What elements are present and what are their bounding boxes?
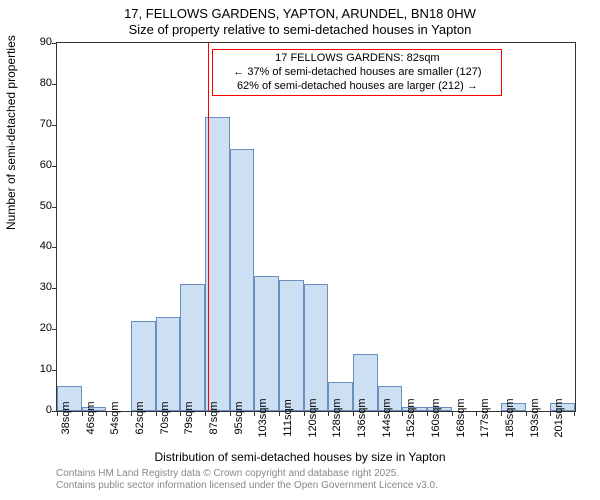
y-tick: [52, 43, 57, 44]
x-tick: [106, 411, 107, 416]
y-tick-label: 50: [22, 200, 52, 212]
x-tick-label: 136sqm: [356, 398, 368, 437]
x-tick-label: 95sqm: [233, 401, 245, 434]
y-tick-label: 60: [22, 159, 52, 171]
y-tick: [52, 288, 57, 289]
footer-line-2: Contains public sector information licen…: [56, 480, 438, 492]
x-tick: [452, 411, 453, 416]
y-tick: [52, 166, 57, 167]
x-tick: [353, 411, 354, 416]
x-tick: [82, 411, 83, 416]
x-tick-label: 62sqm: [134, 401, 146, 434]
x-tick-label: 185sqm: [504, 398, 516, 437]
x-tick-label: 46sqm: [85, 401, 97, 434]
x-axis-label: Distribution of semi-detached houses by …: [0, 450, 600, 464]
histogram-bar: [156, 317, 181, 411]
reference-line: [208, 43, 209, 411]
histogram-bar: [180, 284, 205, 411]
x-tick: [254, 411, 255, 416]
x-tick-label: 152sqm: [405, 398, 417, 437]
x-tick: [501, 411, 502, 416]
x-tick: [574, 411, 575, 416]
x-tick: [156, 411, 157, 416]
y-tick: [52, 370, 57, 371]
x-tick-label: 38sqm: [60, 401, 72, 434]
y-tick-label: 20: [22, 322, 52, 334]
y-tick-label: 30: [22, 281, 52, 293]
chart-plot-area: 17 FELLOWS GARDENS: 82sqm← 37% of semi-d…: [56, 42, 576, 412]
x-tick: [131, 411, 132, 416]
y-tick: [52, 329, 57, 330]
x-tick-label: 87sqm: [208, 401, 220, 434]
y-tick: [52, 207, 57, 208]
y-tick-label: 0: [22, 404, 52, 416]
x-tick: [427, 411, 428, 416]
x-tick-label: 160sqm: [430, 398, 442, 437]
y-tick-label: 40: [22, 240, 52, 252]
x-tick-label: 201sqm: [553, 398, 565, 437]
histogram-bar: [230, 149, 255, 411]
annotation-box: 17 FELLOWS GARDENS: 82sqm← 37% of semi-d…: [212, 49, 502, 96]
chart-title-main: 17, FELLOWS GARDENS, YAPTON, ARUNDEL, BN…: [0, 0, 600, 22]
histogram-bar: [279, 280, 304, 411]
x-tick-label: 70sqm: [159, 401, 171, 434]
histogram-bar: [304, 284, 329, 411]
y-tick-label: 80: [22, 77, 52, 89]
annotation-line: 62% of semi-detached houses are larger (…: [217, 80, 497, 94]
y-tick-label: 90: [22, 36, 52, 48]
footer-line-1: Contains HM Land Registry data © Crown c…: [56, 468, 438, 480]
x-tick-label: 120sqm: [307, 398, 319, 437]
chart-title-sub: Size of property relative to semi-detach…: [0, 22, 600, 38]
x-tick-label: 128sqm: [331, 398, 343, 437]
histogram-bar: [131, 321, 156, 411]
histogram-bar: [254, 276, 279, 411]
x-tick-label: 111sqm: [282, 399, 294, 437]
x-tick: [526, 411, 527, 416]
x-tick: [402, 411, 403, 416]
x-tick-label: 193sqm: [529, 398, 541, 437]
x-tick-label: 168sqm: [455, 398, 467, 437]
y-tick: [52, 125, 57, 126]
x-tick: [304, 411, 305, 416]
x-tick: [180, 411, 181, 416]
x-tick: [378, 411, 379, 416]
x-tick-label: 79sqm: [183, 401, 195, 434]
x-tick-label: 177sqm: [479, 398, 491, 437]
annotation-line: 17 FELLOWS GARDENS: 82sqm: [217, 52, 497, 66]
x-tick-label: 54sqm: [109, 401, 121, 434]
x-tick-label: 144sqm: [381, 398, 393, 437]
annotation-line: ← 37% of semi-detached houses are smalle…: [217, 66, 497, 80]
y-tick: [52, 84, 57, 85]
x-tick: [328, 411, 329, 416]
x-tick: [57, 411, 58, 416]
y-tick: [52, 247, 57, 248]
x-tick: [279, 411, 280, 416]
x-tick: [205, 411, 206, 416]
x-tick: [476, 411, 477, 416]
y-axis-label: Number of semi-detached properties: [4, 35, 18, 230]
chart-footer: Contains HM Land Registry data © Crown c…: [56, 468, 438, 492]
x-tick-label: 103sqm: [257, 398, 269, 437]
y-tick-label: 10: [22, 363, 52, 375]
x-tick: [550, 411, 551, 416]
y-tick-label: 70: [22, 118, 52, 130]
x-tick: [230, 411, 231, 416]
